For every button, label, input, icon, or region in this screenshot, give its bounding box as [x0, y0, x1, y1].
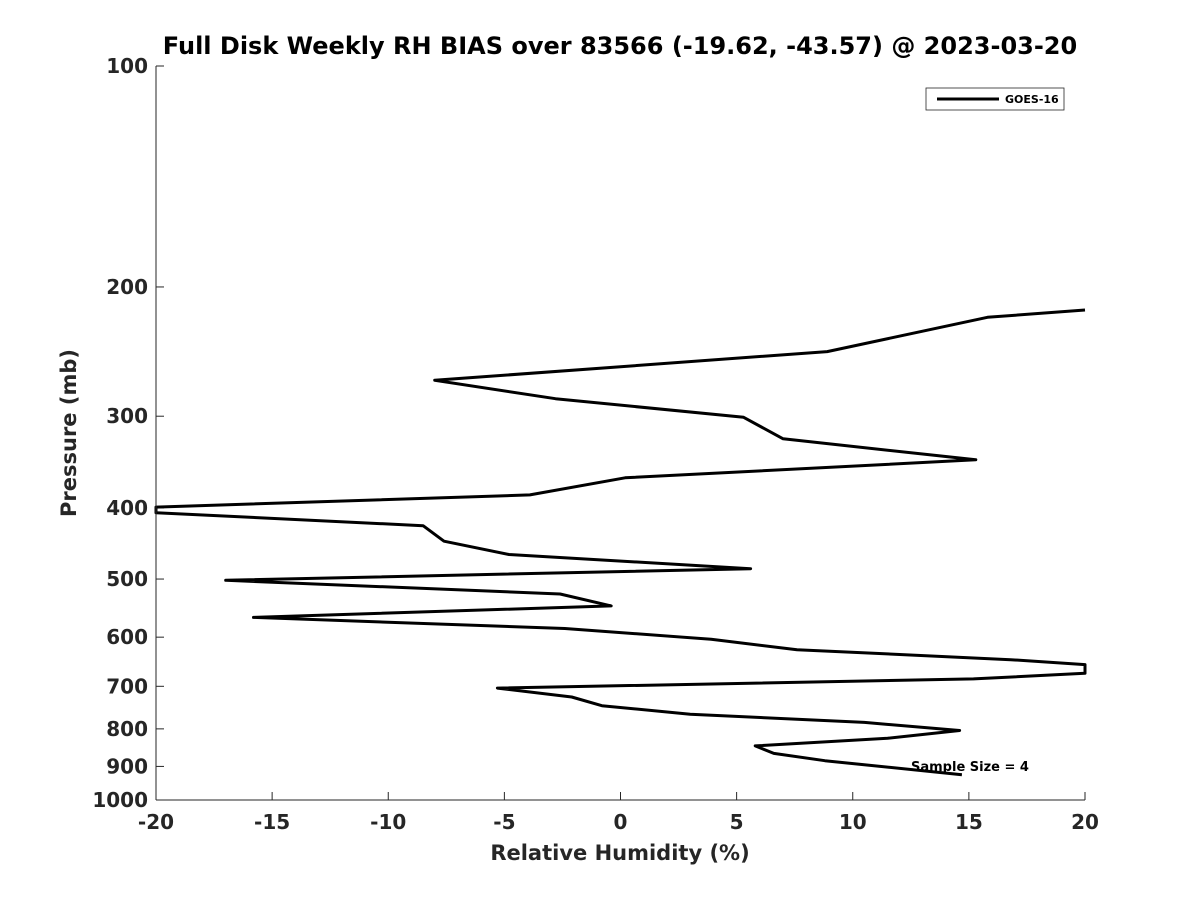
y-tick-label: 800	[106, 717, 148, 741]
chart-title: Full Disk Weekly RH BIAS over 83566 (-19…	[163, 32, 1077, 60]
x-tick-label: -5	[493, 810, 515, 834]
sample-size-annotation: Sample Size = 4	[911, 760, 1029, 775]
y-tick-label: 600	[106, 625, 148, 649]
x-tick-label: 0	[614, 810, 628, 834]
legend: GOES-16	[925, 87, 1065, 111]
y-tick-label: 100	[106, 54, 148, 78]
x-tick-label: -15	[254, 810, 290, 834]
y-tick-label: 900	[106, 754, 148, 778]
y-tick-label: 700	[106, 674, 148, 698]
x-tick-label: 20	[1071, 810, 1099, 834]
y-axis-label: Pressure (mb)	[57, 349, 81, 517]
x-tick-label: 5	[730, 810, 744, 834]
y-tick-label: 200	[106, 275, 148, 299]
x-tick-label: 10	[839, 810, 867, 834]
x-tick-label: -10	[370, 810, 406, 834]
series-line-goes16	[154, 308, 1087, 777]
x-ticks: -20 -15 -10 -5 0 5 10 15 20	[138, 792, 1099, 834]
y-tick-label: 1000	[92, 788, 148, 812]
y-ticks: 100 200 300 400 500 600 700 800 900 1000	[92, 54, 164, 812]
x-axis-label: Relative Humidity (%)	[490, 841, 749, 865]
plot-area	[154, 308, 1087, 777]
x-tick-label: -20	[138, 810, 174, 834]
y-tick-label: 300	[106, 404, 148, 428]
legend-label-goes16: GOES-16	[1005, 93, 1059, 106]
y-tick-label: 500	[106, 567, 148, 591]
y-tick-label: 400	[106, 496, 148, 520]
x-tick-label: 15	[955, 810, 983, 834]
